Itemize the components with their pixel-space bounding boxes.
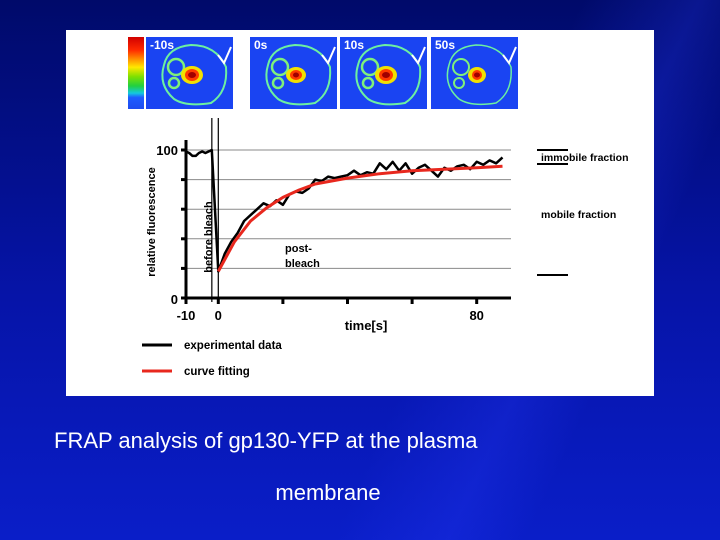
x-tick-label-0: 0 xyxy=(215,308,222,323)
legend-label: curve fitting xyxy=(184,366,250,378)
micrograph-label: -10s xyxy=(150,38,175,52)
y-tick-label-100: 100 xyxy=(156,143,178,158)
series-layer xyxy=(185,148,504,273)
intensity-colorbar xyxy=(128,37,144,109)
cell-image xyxy=(161,43,232,106)
axes xyxy=(181,140,511,304)
y-tick-label-0: 0 xyxy=(171,292,178,307)
x-axis-title: time[s] xyxy=(345,318,388,333)
post-bleach-label-1: post- xyxy=(285,243,312,255)
cell-image xyxy=(355,43,426,106)
y-axis-title: relative fluorescence xyxy=(146,167,158,276)
micrograph-label: 0s xyxy=(254,38,268,52)
mobile-fraction-label: mobile fraction xyxy=(541,209,616,221)
x-tick-label-80: 80 xyxy=(469,308,483,323)
micrograph-10s: 10s xyxy=(340,37,427,109)
micrograph-label: 10s xyxy=(344,38,365,52)
slide-caption-line2: membrane xyxy=(275,480,381,505)
cell-image xyxy=(265,43,336,106)
legend-label: experimental data xyxy=(184,340,282,352)
slide-caption-line1: FRAP analysis of gp130-YFP at the plasma xyxy=(54,428,478,453)
micrograph-label: 50s xyxy=(435,38,456,52)
x-tick-label--10: -10 xyxy=(177,308,196,323)
micrograph-50s: 50s xyxy=(431,37,518,109)
micrograph-minus10s: -10s xyxy=(146,37,233,109)
micrograph-0s: 0s xyxy=(250,37,337,109)
before-bleach-label: before bleach xyxy=(203,201,215,273)
post-bleach-label-2: bleach xyxy=(285,258,320,270)
gridlines xyxy=(186,118,511,302)
immobile-fraction-label: immobile fraction xyxy=(541,152,629,164)
cell-image xyxy=(446,44,517,106)
curve-fitting-line xyxy=(216,164,503,273)
